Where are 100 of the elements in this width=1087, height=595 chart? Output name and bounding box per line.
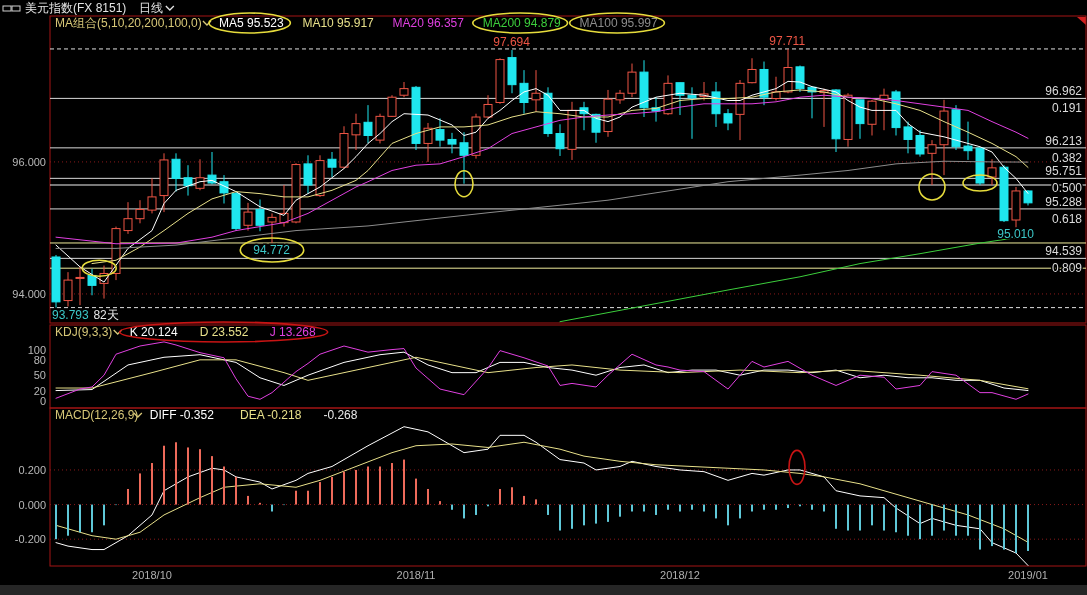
- y-tick-label: 0.200: [18, 463, 46, 476]
- candlestick: [255, 199, 265, 232]
- y-tick-label: -0.200: [14, 533, 46, 546]
- bar: [55, 504, 57, 540]
- chart-subtitle: 日线: [138, 1, 163, 15]
- candlestick: [963, 121, 973, 161]
- candlestick: [555, 123, 565, 157]
- series-label: D 23.552: [199, 325, 249, 339]
- bar: [499, 488, 501, 505]
- bar: [619, 504, 621, 517]
- bar: [871, 504, 873, 526]
- y-tick-label: 96.000: [12, 155, 46, 168]
- bar: [247, 495, 249, 505]
- x-tick-label: 2018/11: [396, 569, 436, 581]
- bar: [919, 504, 921, 540]
- bar: [931, 504, 933, 536]
- bar: [667, 504, 669, 510]
- ref-line-label: 96.962: [1045, 84, 1083, 99]
- bar: [715, 504, 717, 519]
- line-series: [55, 426, 1029, 566]
- annotation: 0.191: [1051, 101, 1083, 116]
- series-label: J 13.268: [269, 325, 317, 339]
- bar: [475, 504, 477, 515]
- bar: [847, 504, 849, 531]
- candlestick: [855, 99, 865, 140]
- candlestick: [87, 268, 97, 296]
- bar: [175, 442, 177, 505]
- annotation: 97.694: [493, 35, 531, 50]
- annotation: 94.772: [253, 242, 291, 257]
- legend-title: MA组合(5,10,20,200,100,0): [55, 16, 202, 30]
- bar: [1003, 504, 1005, 550]
- candlestick: [795, 65, 805, 93]
- bar: [451, 504, 453, 510]
- bar: [163, 445, 165, 505]
- x-tick-label: 2018/10: [132, 569, 172, 581]
- candlestick: [135, 199, 145, 224]
- bar: [523, 495, 525, 505]
- legend-title: KDJ(9,3,3): [55, 325, 113, 339]
- candlestick: [675, 82, 685, 116]
- candlestick: [615, 89, 625, 105]
- bar: [403, 459, 405, 505]
- bar: [571, 504, 573, 529]
- bar: [727, 504, 729, 526]
- text: MA20 96.357: [392, 16, 465, 30]
- candlestick: [723, 108, 733, 131]
- bar: [415, 478, 417, 505]
- bar: [511, 487, 513, 505]
- bar: [67, 504, 69, 536]
- y-tick-label: 0: [39, 394, 46, 407]
- bar: [607, 504, 609, 522]
- candlestick: [219, 174, 229, 204]
- annotation: 0.382: [1051, 150, 1083, 165]
- bar: [103, 504, 105, 526]
- candlestick: [267, 212, 277, 244]
- candlestick: [351, 113, 361, 151]
- bar: [895, 504, 897, 533]
- y-tick-label: 0.000: [18, 498, 46, 511]
- bar: [547, 504, 549, 515]
- annotation: -0.268: [323, 408, 358, 422]
- ref-line-label: 96.213: [1045, 133, 1083, 148]
- annotation: 0.618: [1051, 211, 1083, 226]
- bar: [355, 469, 357, 505]
- candlestick: [927, 139, 937, 186]
- candlestick: [423, 122, 433, 163]
- candlestick: [867, 99, 877, 136]
- bar: [91, 504, 93, 533]
- annotation: 82天: [93, 307, 119, 322]
- candlestick: [519, 69, 529, 115]
- candlestick: [183, 164, 193, 197]
- candlestick: [435, 117, 445, 148]
- y-tick-label: 94.000: [12, 287, 46, 300]
- bar: [979, 504, 981, 550]
- bar: [967, 504, 969, 536]
- line-series: [55, 341, 1029, 400]
- text: MA100 95.997: [579, 16, 658, 30]
- bar: [79, 504, 81, 533]
- y-tick-label: 80: [33, 353, 46, 366]
- bar: [379, 466, 381, 505]
- bar: [127, 488, 129, 505]
- bar: [139, 473, 141, 505]
- candlestick: [711, 81, 721, 128]
- bar: [955, 504, 957, 536]
- text: DIFF -0.352: [149, 408, 215, 422]
- y-tick-label: 100: [27, 343, 46, 356]
- bar: [595, 504, 597, 524]
- bar: [151, 463, 153, 505]
- series-label: K 20.124: [129, 325, 179, 339]
- bar: [211, 456, 213, 505]
- bar: [559, 504, 561, 531]
- x-tick-label: 2019/01: [1008, 569, 1048, 581]
- bar: [583, 504, 585, 526]
- candlestick: [303, 154, 313, 195]
- candlestick: [63, 271, 73, 307]
- bar: [691, 504, 693, 510]
- line-series: [55, 441, 1029, 543]
- candlestick: [771, 76, 781, 102]
- annotation: 97.711: [769, 33, 806, 48]
- bar: [343, 471, 345, 505]
- text: DEA -0.218: [240, 408, 302, 422]
- bar: [187, 447, 189, 505]
